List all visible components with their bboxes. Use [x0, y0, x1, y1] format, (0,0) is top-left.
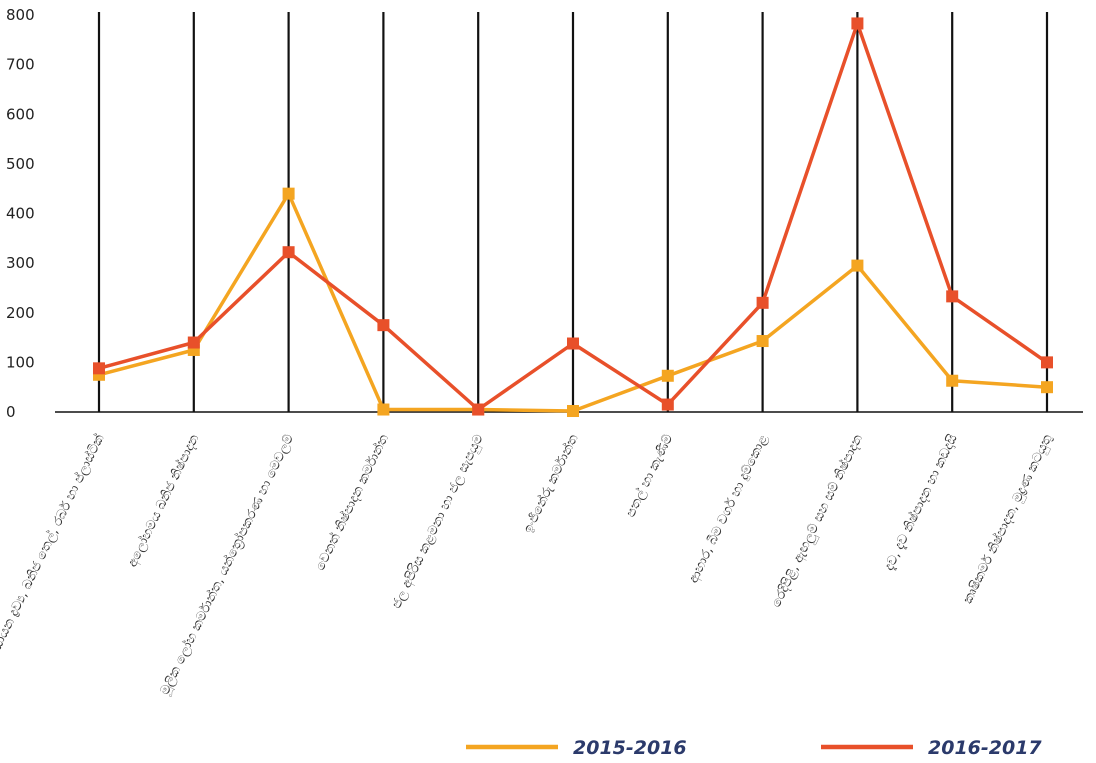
data-point-marker [661, 398, 674, 411]
y-tick-label: 500 [6, 155, 35, 173]
data-point-marker [282, 246, 295, 259]
y-tick-label: 400 [6, 205, 35, 223]
y-tick-label: 800 [6, 6, 35, 24]
data-point-marker [567, 337, 579, 350]
data-point-marker [472, 403, 485, 416]
x-tick-label: ආහාර, බීම වර්ග හා දුම්කොළ [685, 432, 771, 586]
x-tick-label: දැව, දැව නිෂ්පාදන හා කඩදාසි [881, 432, 961, 573]
data-point-marker [377, 403, 390, 416]
x-tick-label: රෙදිපිළි, ඇඟලුම් සහ සම් නිෂ්පාදන [768, 431, 867, 610]
y-tick-label: 100 [6, 353, 35, 371]
data-point-marker [756, 335, 769, 348]
data-point-marker [1041, 356, 1053, 369]
x-tick-label: රසායන ද්‍රව්‍ය, ඛනිජ තෙල්, රබර් හා ප්ලාස… [0, 431, 108, 659]
x-tick-label: ඉංජිනේරු කර්මාන්ත [520, 431, 582, 535]
legend-label: 2015-2016 [573, 737, 687, 759]
data-point-marker [661, 369, 674, 382]
x-tick-label: කෘෂිකර්ම නිෂ්පාදන, මුද්‍රණ කටයුතු [959, 431, 1055, 606]
data-point-marker [946, 374, 959, 387]
data-point-marker [1041, 381, 1053, 394]
series-layer [93, 17, 1053, 418]
data-point-marker [946, 290, 959, 303]
legend-label: 2016-2017 [928, 737, 1042, 759]
gridlines [55, 12, 1083, 413]
data-point-marker [282, 187, 295, 200]
data-point-marker [851, 259, 864, 272]
y-tick-label: 700 [6, 56, 35, 74]
data-point-marker [187, 336, 200, 349]
data-point-marker [851, 17, 864, 30]
x-tick-label: පතල් හා කැණීම් [622, 432, 676, 520]
y-tick-label: 600 [6, 105, 35, 123]
x-tick-label: ජල අපිරිස කළමනා හා ජල සැපයුම [388, 432, 486, 611]
data-point-marker [567, 405, 579, 418]
y-tick-label: 0 [6, 403, 16, 421]
y-tick-label: 200 [6, 304, 35, 322]
series-2016-2017 [93, 17, 1053, 416]
x-axis: රසායන ද්‍රව්‍ය, ඛනිජ තෙල්, රබර් හා ප්ලාස… [0, 431, 1056, 698]
data-point-marker [93, 362, 105, 375]
y-axis: 0 100 200 300 400 500 600 700 800 [6, 6, 35, 421]
x-tick-label: වෙනත් නිෂ්පාදන කර්මාන්ත [312, 431, 392, 573]
data-point-marker [756, 296, 769, 309]
x-tick-label: අලෝහමය ඛනිජ නිෂ්පාදන [124, 431, 203, 569]
legend: 2015-2016 2016-2017 [466, 737, 1042, 759]
y-tick-label: 300 [6, 254, 35, 272]
data-point-marker [377, 319, 390, 332]
